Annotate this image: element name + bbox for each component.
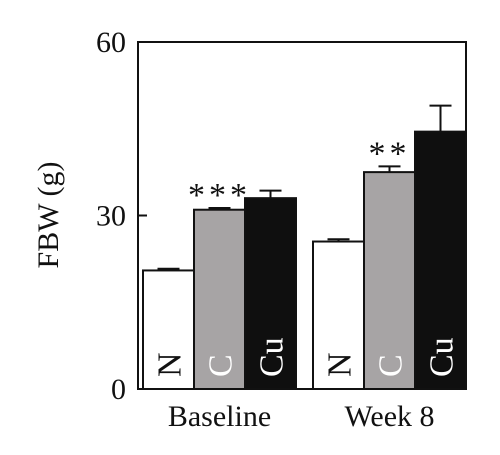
bar-series-label: Cu [424, 337, 461, 377]
x-axis: Baseline Week 8 [168, 400, 435, 433]
bars: N C Cu N C Cu***** [142, 104, 467, 391]
bar-cu-week-8 [414, 130, 467, 390]
x-category-label: Week 8 [344, 400, 434, 433]
significance-marker: *** [188, 177, 251, 214]
bar-c-week-8 [363, 171, 416, 390]
y-tick-label: 60 [96, 26, 126, 59]
bar-series-label: C [203, 354, 240, 377]
bar-series-label: Cu [254, 337, 291, 377]
bar-series-label: C [373, 354, 410, 377]
bar-cu-baseline [244, 197, 297, 390]
bar-series-label: N [152, 352, 189, 377]
y-axis-title: FBW (g) [32, 162, 65, 269]
significance-marker: ** [369, 135, 411, 172]
bar-series-label: N [322, 352, 359, 377]
x-category-label: Baseline [168, 400, 271, 433]
bar-c-baseline [193, 208, 246, 390]
y-axis: 0 30 60 [96, 26, 147, 406]
y-tick-label: 30 [96, 200, 126, 233]
y-tick-label: 0 [111, 373, 126, 406]
